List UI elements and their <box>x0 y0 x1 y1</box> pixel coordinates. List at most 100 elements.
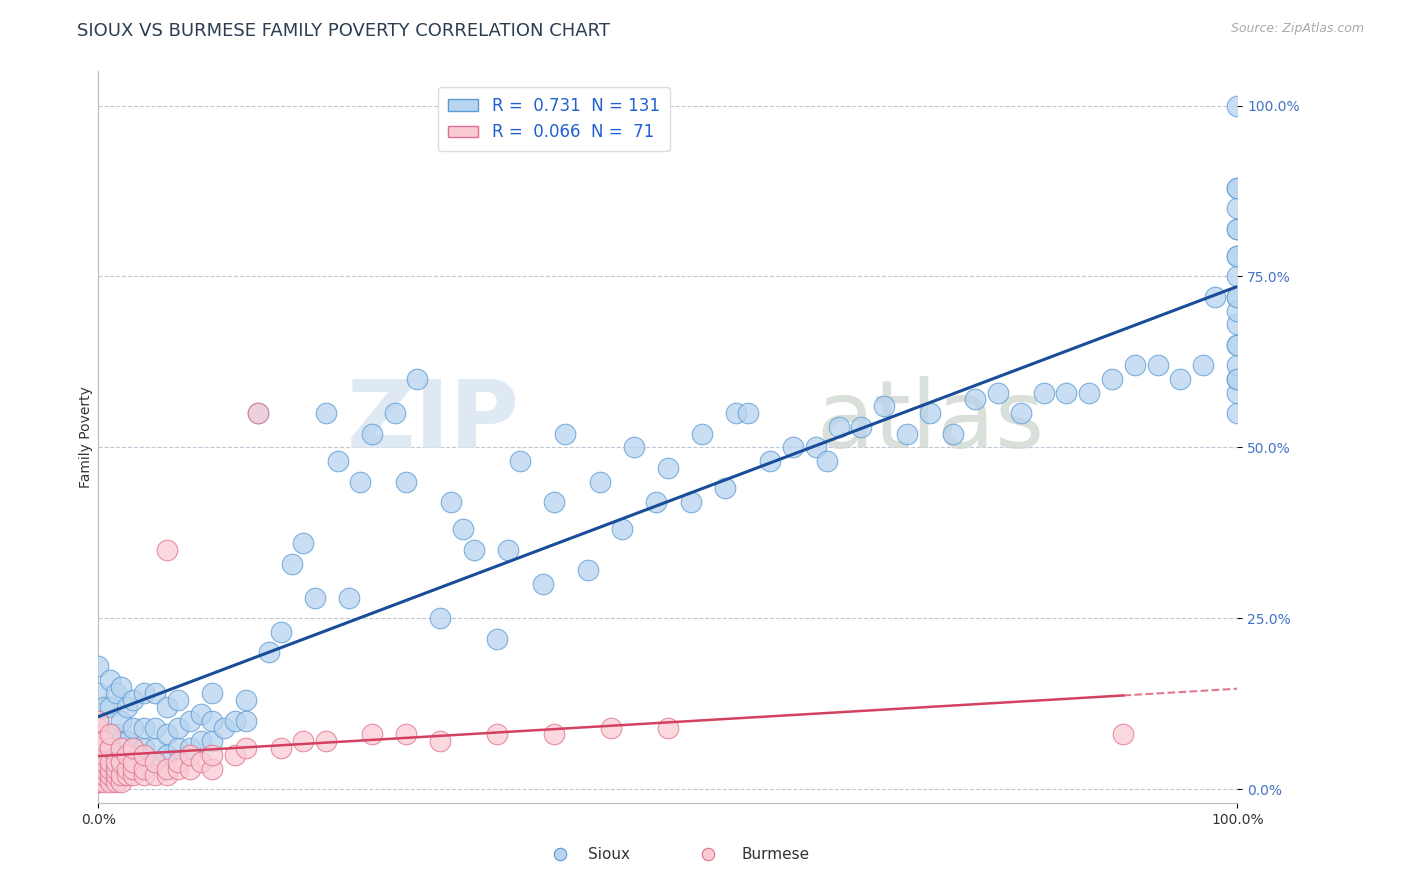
Point <box>87 734 110 748</box>
Point <box>804 440 827 454</box>
Point <box>190 706 212 721</box>
Point <box>87 741 110 756</box>
Point <box>132 741 155 756</box>
Text: Burmese: Burmese <box>742 847 810 862</box>
Point <box>965 392 987 407</box>
Point <box>235 741 257 756</box>
Point <box>406 372 429 386</box>
Point <box>360 727 382 741</box>
Point <box>167 755 190 769</box>
Point <box>657 460 679 475</box>
Point <box>896 426 918 441</box>
Point <box>145 721 167 735</box>
Point <box>98 775 121 789</box>
Point <box>87 714 110 728</box>
Point <box>121 762 143 776</box>
Point <box>1226 406 1249 420</box>
Point <box>1226 290 1249 304</box>
Point <box>725 406 748 420</box>
Point <box>104 775 127 789</box>
Point <box>588 475 610 489</box>
Point <box>645 495 668 509</box>
Point <box>167 762 190 776</box>
Point <box>918 406 941 420</box>
Point <box>110 747 132 762</box>
Point <box>315 406 337 420</box>
Point <box>1010 406 1032 420</box>
Point <box>429 734 451 748</box>
Point <box>1226 372 1249 386</box>
Text: atlas: atlas <box>815 376 1045 468</box>
Point <box>509 454 531 468</box>
Point <box>1226 98 1249 112</box>
Point <box>1226 249 1249 263</box>
Point <box>201 714 224 728</box>
Point <box>246 406 269 420</box>
Point <box>132 686 155 700</box>
Point <box>132 755 155 769</box>
Point <box>98 727 121 741</box>
Point <box>98 768 121 782</box>
Point <box>623 440 645 454</box>
Point <box>115 747 138 762</box>
Point <box>87 741 110 756</box>
Point <box>1226 372 1249 386</box>
Point <box>110 768 132 782</box>
Point <box>1170 372 1192 386</box>
Point <box>224 747 246 762</box>
Point <box>121 721 143 735</box>
Point <box>714 481 737 495</box>
Point <box>110 775 132 789</box>
Point <box>132 768 155 782</box>
Point <box>156 768 179 782</box>
Point <box>104 755 127 769</box>
Point <box>93 762 115 776</box>
Point <box>1226 385 1249 400</box>
Point <box>121 762 143 776</box>
Point <box>98 741 121 756</box>
Point <box>145 755 167 769</box>
Point <box>167 693 190 707</box>
Point <box>246 406 269 420</box>
Point <box>696 830 718 844</box>
Point <box>873 400 896 414</box>
Point <box>179 714 201 728</box>
Point <box>110 734 132 748</box>
Point <box>1226 338 1249 352</box>
Point <box>87 727 110 741</box>
Point <box>93 768 115 782</box>
Point <box>600 721 623 735</box>
Point <box>1226 221 1249 235</box>
Point <box>1226 221 1249 235</box>
Point <box>543 727 565 741</box>
Point <box>1112 727 1135 741</box>
Point <box>93 734 115 748</box>
Point <box>104 768 127 782</box>
Text: Sioux: Sioux <box>588 847 630 862</box>
Point <box>98 755 121 769</box>
Point <box>1192 359 1215 373</box>
Point <box>87 768 110 782</box>
Text: ZIP: ZIP <box>347 376 520 468</box>
Point <box>292 734 315 748</box>
Point <box>87 768 110 782</box>
Point <box>115 768 138 782</box>
Point <box>1204 290 1226 304</box>
Point <box>93 775 115 789</box>
Point <box>104 686 127 700</box>
Point <box>1226 269 1249 284</box>
Point <box>1226 201 1249 215</box>
Point <box>384 406 406 420</box>
Point <box>1226 249 1249 263</box>
Point <box>121 693 143 707</box>
Point <box>179 747 201 762</box>
Point <box>548 830 571 844</box>
Point <box>87 755 110 769</box>
Point <box>576 563 599 577</box>
Point <box>543 495 565 509</box>
Point <box>1226 303 1249 318</box>
Point <box>201 762 224 776</box>
Point <box>486 727 509 741</box>
Point <box>201 747 224 762</box>
Point <box>679 495 702 509</box>
